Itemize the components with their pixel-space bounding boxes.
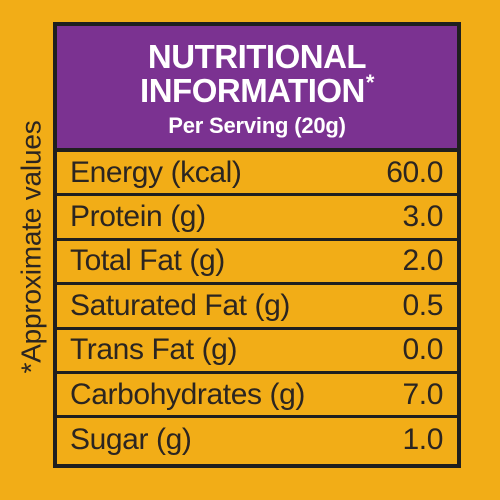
- nutrition-row-trans-fat: Trans Fat (g) 0.0: [57, 330, 457, 374]
- row-value: 2.0: [402, 244, 443, 278]
- row-value: 0.0: [402, 333, 443, 367]
- row-value: 7.0: [402, 377, 443, 411]
- approximate-values-text: *Approximate values: [15, 120, 46, 374]
- row-label: Trans Fat (g): [70, 333, 238, 367]
- nutrition-header: NUTRITIONAL INFORMATION* Per Serving (20…: [57, 26, 457, 152]
- title-asterisk: *: [365, 69, 375, 95]
- row-label: Sugar (g): [70, 423, 192, 457]
- row-label: Protein (g): [70, 200, 206, 234]
- nutrition-row-carbohydrates: Carbohydrates (g) 7.0: [57, 374, 457, 419]
- nutrition-row-total-fat: Total Fat (g) 2.0: [57, 241, 457, 286]
- row-value: 1.0: [402, 423, 443, 457]
- title-line-1: NUTRITIONAL: [147, 38, 367, 75]
- title-line-2-wrapper: INFORMATION*: [57, 71, 457, 109]
- nutrition-rows: Energy (kcal) 60.0 Protein (g) 3.0 Total…: [57, 152, 457, 462]
- row-label: Carbohydrates (g): [70, 377, 305, 411]
- nutrition-row-protein: Protein (g) 3.0: [57, 196, 457, 241]
- nutrition-row-saturated-fat: Saturated Fat (g) 0.5: [57, 285, 457, 330]
- serving-size-text: Per Serving (20g): [168, 113, 346, 139]
- nutrition-row-sugar: Sugar (g) 1.0: [57, 418, 457, 462]
- nutrition-table-panel: NUTRITIONAL INFORMATION* Per Serving (20…: [53, 22, 461, 468]
- nutrition-row-energy: Energy (kcal) 60.0: [57, 152, 457, 197]
- approximate-values-note: *Approximate values: [8, 82, 54, 412]
- row-label: Saturated Fat (g): [70, 288, 290, 322]
- row-value: 60.0: [386, 155, 443, 189]
- row-label: Energy (kcal): [70, 155, 242, 189]
- row-label: Total Fat (g): [70, 244, 225, 278]
- row-value: 3.0: [402, 200, 443, 234]
- row-value: 0.5: [402, 288, 443, 322]
- title-line-2: INFORMATION: [140, 71, 365, 109]
